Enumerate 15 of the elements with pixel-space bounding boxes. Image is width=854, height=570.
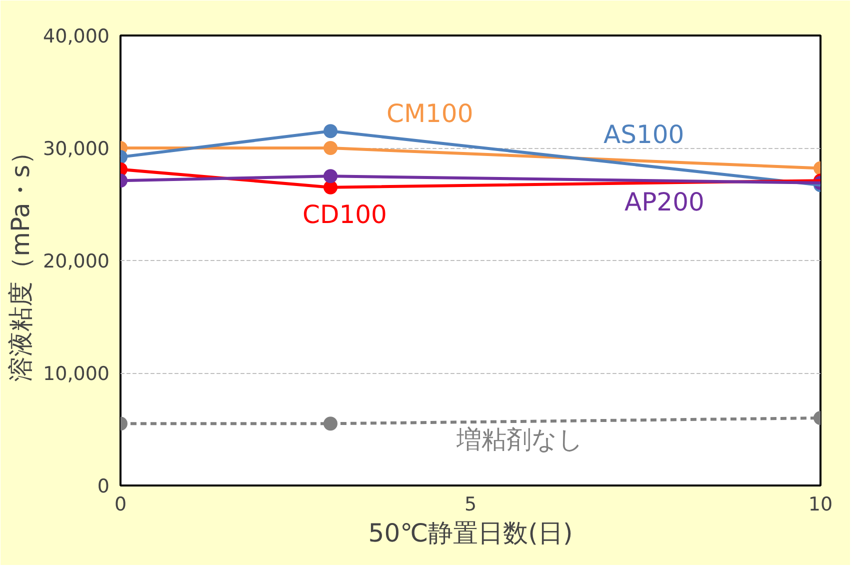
y-tick-label: 0: [97, 476, 110, 498]
y-tick-label: 10,000: [43, 363, 110, 385]
x-tick-label: 10: [808, 494, 833, 516]
x-tick-label: 5: [464, 494, 477, 516]
y-tick-label: 40,000: [43, 26, 110, 48]
x-axis-title: 50℃静置日数(日): [368, 518, 573, 548]
series-label: 増粘剤なし: [456, 425, 584, 454]
series-label: AP200: [624, 188, 704, 217]
series-label: CD100: [302, 200, 387, 229]
x-tick-label: 0: [114, 494, 127, 516]
series-label: CM100: [386, 98, 474, 128]
y-tick-label: 30,000: [43, 138, 110, 160]
y-axis-title: 溶液粘度（mPa・s）: [6, 140, 36, 382]
y-tick-label: 20,000: [43, 250, 110, 272]
series-label: AS100: [604, 120, 684, 150]
